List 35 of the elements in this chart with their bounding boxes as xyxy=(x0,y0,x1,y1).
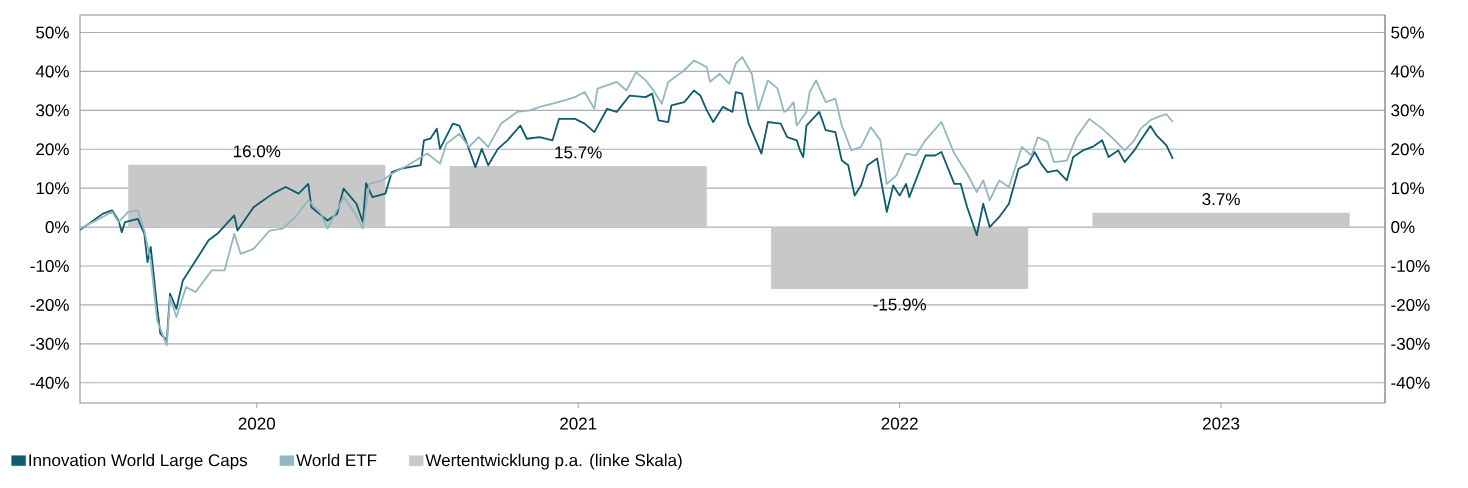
y-tick-label: -40% xyxy=(30,376,69,389)
data-label: -15.9% xyxy=(873,298,926,311)
data-label: 16.0% xyxy=(233,145,281,158)
bar xyxy=(771,227,1029,289)
y2-tick-label: 10% xyxy=(1391,182,1424,195)
y-tick-label: 0% xyxy=(45,221,69,234)
bar xyxy=(1092,212,1350,228)
y2-tick-label: 0% xyxy=(1391,221,1415,234)
y-tick-label: 50% xyxy=(36,26,69,39)
legend-label: Innovation World Large Caps xyxy=(29,453,248,470)
y-tick-label: 30% xyxy=(36,104,69,117)
y-tick-label: 20% xyxy=(36,143,69,156)
x-tick-label: 2022 xyxy=(881,417,918,430)
data-label: 15.7% xyxy=(555,146,602,159)
legend-label: Wertentwicklung p.a. (linke Skala) xyxy=(425,453,682,470)
y-tick-label: 40% xyxy=(35,65,69,78)
y-tick-label: 10% xyxy=(36,182,69,195)
data-label: 3.7% xyxy=(1202,193,1240,206)
y2-tick-label: -20% xyxy=(1391,298,1430,311)
x-tick-label: 2020 xyxy=(238,417,276,430)
y2-tick-label: -30% xyxy=(1391,337,1430,350)
y-tick-label: -10% xyxy=(30,259,69,273)
legend-label: World ETF xyxy=(296,453,377,467)
y-tick-label: -20% xyxy=(30,298,69,311)
x-tick-label: 2023 xyxy=(1203,417,1240,430)
y2-tick-label: -40% xyxy=(1391,376,1430,389)
y-tick-label: -30% xyxy=(30,337,69,350)
y2-tick-label: 30% xyxy=(1391,104,1424,117)
y2-tick-label: 20% xyxy=(1391,143,1424,156)
bar xyxy=(449,165,707,228)
bar xyxy=(128,164,386,228)
y2-tick-label: 50% xyxy=(1391,26,1424,39)
y2-tick-label: -10% xyxy=(1391,259,1430,273)
y2-tick-label: 40% xyxy=(1390,65,1424,78)
x-tick-label: 2021 xyxy=(560,417,597,430)
